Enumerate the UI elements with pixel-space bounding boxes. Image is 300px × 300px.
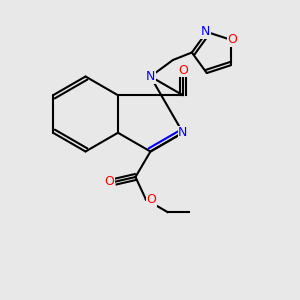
Text: N: N	[201, 26, 210, 38]
Text: N: N	[178, 126, 188, 139]
Text: O: O	[146, 193, 156, 206]
Text: O: O	[227, 33, 237, 46]
Text: O: O	[104, 175, 114, 188]
Text: O: O	[178, 64, 188, 77]
Text: N: N	[146, 70, 155, 83]
